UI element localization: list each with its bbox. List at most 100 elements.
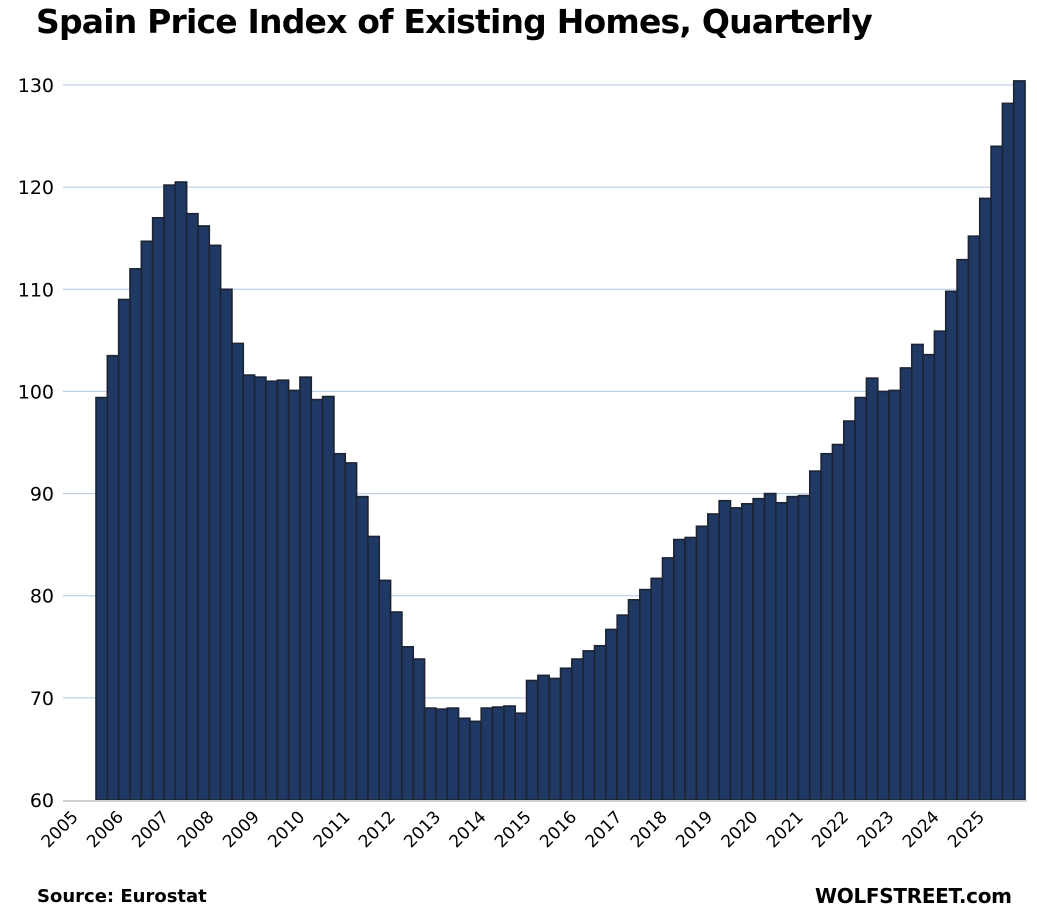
y-tick-label: 80: [30, 586, 54, 608]
bar: [616, 614, 630, 801]
y-tick-label: 60: [30, 790, 54, 812]
chart-title: Spain Price Index of Existing Homes, Qua…: [36, 2, 873, 41]
bar: [910, 343, 924, 801]
y-tick-label: 70: [30, 688, 54, 710]
y-tick-labels: 60 70 80 90 100 110 120 130: [18, 75, 54, 812]
bar: [389, 611, 403, 801]
bar: [808, 470, 822, 801]
bar: [876, 390, 890, 801]
bar: [129, 268, 143, 801]
bar: [978, 197, 992, 801]
bar: [140, 240, 154, 801]
bar: [355, 495, 369, 801]
x-tick-label: 2008: [174, 807, 219, 852]
bar: [797, 494, 811, 801]
bar: [639, 588, 652, 801]
x-tick-label: 2012: [355, 807, 400, 852]
bar: [333, 452, 347, 801]
bar: [310, 398, 324, 801]
x-tick-label: 2017: [582, 807, 627, 852]
x-tick-label: 2020: [718, 807, 763, 852]
bar: [752, 497, 766, 801]
bar: [774, 501, 788, 801]
bar: [673, 538, 686, 801]
bar: [276, 379, 290, 801]
bar: [729, 507, 743, 801]
bar: [208, 244, 222, 801]
x-tick-label: 2023: [854, 807, 899, 852]
x-tick-label: 2013: [400, 807, 445, 852]
x-tick-label: 2021: [763, 807, 808, 852]
bar: [287, 389, 301, 801]
bar: [661, 557, 675, 801]
bar: [842, 420, 856, 801]
bar: [503, 705, 517, 801]
bar: [820, 452, 834, 801]
x-tick-label: 2024: [899, 807, 944, 852]
bar: [786, 495, 800, 801]
bar: [423, 707, 437, 801]
x-tick-label: 2022: [808, 807, 853, 852]
credit-label: WOLFSTREET.com: [815, 884, 1012, 908]
x-tick-label: 2011: [310, 807, 355, 852]
bar: [933, 330, 947, 801]
bar: [571, 658, 584, 801]
bar: [707, 513, 720, 801]
bar: [537, 674, 550, 801]
bar: [956, 258, 970, 801]
bar: [435, 708, 449, 801]
bar: [990, 145, 1004, 801]
bar: [491, 706, 505, 801]
bar: [865, 377, 879, 801]
bar: [741, 502, 754, 801]
bar: [367, 535, 381, 801]
bar: [299, 376, 313, 801]
x-tick-label: 2006: [83, 807, 128, 852]
bar: [605, 628, 618, 801]
y-tick-label: 100: [18, 381, 54, 403]
bar: [321, 395, 335, 801]
bar: [525, 679, 539, 801]
bar: [1012, 80, 1026, 801]
bar: [854, 396, 868, 801]
bar: [231, 342, 245, 801]
x-tick-labels: 2005 2006 2007 2008 2009 2010 2011 2012 2013 2014…: [38, 807, 989, 852]
x-tick-label: 2025: [944, 807, 989, 852]
bar: [95, 396, 109, 801]
bar: [163, 184, 177, 801]
bar: [548, 677, 562, 801]
bars: [95, 80, 1026, 801]
bar: [718, 499, 732, 801]
bar: [1001, 102, 1015, 801]
bar: [185, 212, 199, 801]
bar: [151, 216, 165, 801]
x-tick-label: 2009: [219, 807, 264, 852]
bar: [627, 598, 641, 801]
bar: [242, 374, 256, 801]
bar: [695, 525, 709, 801]
bar: [197, 225, 211, 801]
bar: [469, 720, 483, 801]
bar: [446, 707, 460, 801]
bar: [650, 577, 664, 801]
x-tick-label: 2007: [128, 807, 173, 852]
bar: [401, 645, 415, 801]
bar: [117, 298, 131, 801]
bar: [967, 235, 981, 801]
x-tick-label: 2016: [536, 807, 581, 852]
x-tick-label: 2019: [672, 807, 717, 852]
x-tick-label: 2005: [38, 807, 83, 852]
y-tick-label: 120: [18, 177, 54, 199]
bar: [582, 650, 596, 801]
bar: [378, 579, 392, 801]
bar: [888, 389, 902, 801]
x-tick-label: 2014: [446, 807, 491, 852]
bar: [457, 717, 471, 801]
y-tick-label: 110: [18, 279, 54, 301]
source-note: Source: Eurostat: [37, 886, 207, 907]
y-tick-label: 90: [30, 484, 54, 506]
x-tick-label: 2010: [264, 807, 309, 852]
bar: [174, 181, 188, 801]
bar: [763, 492, 777, 801]
